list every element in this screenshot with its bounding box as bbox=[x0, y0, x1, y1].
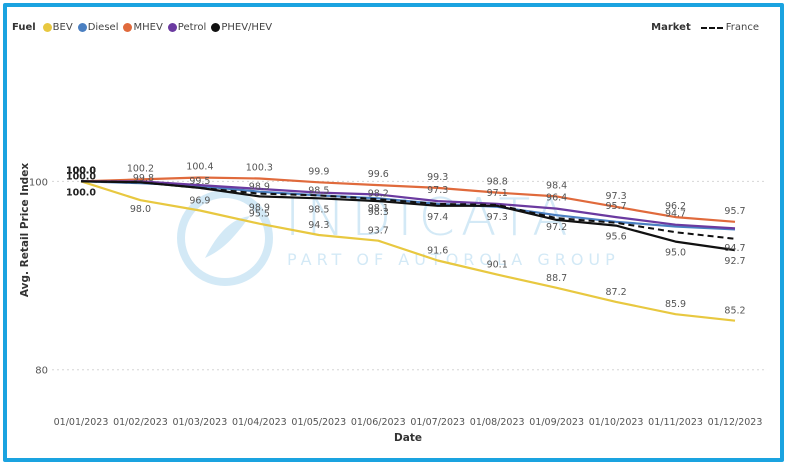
data-label-mhev: 96.2 bbox=[665, 201, 686, 212]
diesel-swatch-icon bbox=[77, 23, 87, 32]
data-label-diesel: 99.8 bbox=[133, 173, 154, 184]
data-label-mhev: 99.3 bbox=[427, 172, 448, 183]
data-label-diesel: 99.5 bbox=[189, 176, 210, 187]
y-tick-label: 100 bbox=[29, 177, 48, 188]
data-label-phev-hev: 100.0 bbox=[66, 165, 96, 176]
data-label-diesel: 98.9 bbox=[249, 182, 270, 193]
petrol-swatch-icon bbox=[167, 23, 177, 32]
x-tick-label: 01/05/2023 bbox=[291, 417, 346, 428]
legend-label-phev-hev: PHEV/HEV bbox=[221, 22, 273, 33]
mhev-swatch-icon bbox=[123, 23, 133, 32]
data-label-phev-hev: 98.3 bbox=[368, 207, 389, 218]
data-label-bev: 93.7 bbox=[368, 226, 389, 237]
x-tick-label: 01/09/2023 bbox=[529, 417, 584, 428]
x-tick-label: 01/01/2023 bbox=[54, 417, 109, 428]
series-line-petrol[interactable] bbox=[81, 180, 736, 230]
data-label-france: 97.2 bbox=[546, 222, 567, 233]
x-axis-title: Date bbox=[394, 432, 422, 444]
x-tick-label: 01/10/2023 bbox=[589, 417, 644, 428]
data-label-petrol: 95.7 bbox=[606, 201, 627, 212]
series-line-diesel[interactable] bbox=[80, 180, 736, 231]
x-tick-label: 01/03/2023 bbox=[173, 417, 228, 428]
x-tick-label: 01/11/2023 bbox=[648, 417, 703, 428]
data-label-phev-hev: 97.3 bbox=[487, 212, 508, 223]
data-label-petrol: 97.1 bbox=[487, 188, 508, 199]
x-tick-label: 01/04/2023 bbox=[232, 417, 287, 428]
data-label-petrol: 97.3 bbox=[427, 185, 448, 196]
x-tick-label: 01/06/2023 bbox=[351, 417, 406, 428]
fuel-legend: Fuel BEV Diesel MHEV Petrol PHEV/HEV bbox=[12, 22, 274, 33]
data-label-petrol: 100.0 bbox=[66, 165, 96, 176]
market-legend-title: Market bbox=[651, 22, 691, 33]
data-label-france: 98.1 bbox=[368, 203, 389, 214]
legend-item-bev[interactable]: BEV bbox=[42, 22, 73, 33]
data-label-mhev: 95.7 bbox=[724, 206, 745, 217]
legend-item-diesel[interactable]: Diesel bbox=[77, 22, 119, 33]
legend-label-petrol: Petrol bbox=[177, 22, 207, 33]
data-label-mhev: 99.6 bbox=[368, 169, 389, 180]
data-label-phev-hev: 95.6 bbox=[606, 232, 627, 243]
data-label-mhev: 100.3 bbox=[246, 162, 273, 173]
data-label-mhev: 100.4 bbox=[186, 162, 213, 173]
fuel-legend-title: Fuel bbox=[12, 22, 36, 33]
data-label-bev: 88.7 bbox=[546, 273, 567, 284]
legend-label-bev: BEV bbox=[52, 22, 73, 33]
data-label-bev: 98.0 bbox=[130, 204, 151, 215]
x-tick-label: 01/07/2023 bbox=[410, 417, 465, 428]
legend-label-france[interactable]: France bbox=[725, 22, 759, 33]
data-label-bev: 91.6 bbox=[427, 245, 448, 256]
series-line-mhev[interactable] bbox=[80, 176, 736, 223]
y-tick-label: 80 bbox=[35, 366, 48, 377]
data-label-mhev: 98.8 bbox=[487, 177, 508, 188]
data-label-bev: 95.5 bbox=[249, 209, 270, 220]
data-label-mhev: 99.9 bbox=[308, 166, 329, 177]
data-label-phev-hev: 98.9 bbox=[249, 202, 270, 213]
x-tick-label: 01/08/2023 bbox=[470, 417, 525, 428]
data-label-phev-hev: 95.0 bbox=[665, 248, 686, 259]
data-label-bev: 96.9 bbox=[189, 196, 210, 207]
dashed-line-icon bbox=[700, 26, 723, 29]
data-label-diesel: 98.5 bbox=[308, 185, 329, 196]
data-label-mhev: 100.2 bbox=[127, 163, 154, 174]
data-label-bev: 85.9 bbox=[665, 299, 686, 310]
data-label-mhev: 97.3 bbox=[606, 191, 627, 202]
data-label-phev-hev: 97.4 bbox=[427, 212, 448, 223]
legend-item-phev-hev[interactable]: PHEV/HEV bbox=[211, 22, 272, 33]
data-label-bev: 100.0 bbox=[66, 187, 96, 198]
chart-frame bbox=[3, 3, 784, 462]
data-label-phev-hev: 92.7 bbox=[724, 256, 745, 267]
data-label-bev: 94.3 bbox=[308, 220, 329, 231]
data-label-phev-hev: 98.5 bbox=[308, 204, 329, 215]
legend-item-petrol[interactable]: Petrol bbox=[167, 22, 207, 33]
data-label-bev: 85.2 bbox=[724, 306, 745, 317]
legend-label-mhev: MHEV bbox=[133, 22, 163, 33]
phev-hev-swatch-icon bbox=[211, 23, 221, 32]
market-legend: Market France bbox=[651, 22, 759, 33]
legend-label-diesel: Diesel bbox=[87, 22, 119, 33]
legend-item-mhev[interactable]: MHEV bbox=[123, 22, 163, 33]
data-label-petrol: 96.4 bbox=[546, 193, 567, 204]
data-label-france: 94.7 bbox=[724, 243, 745, 254]
bev-swatch-icon bbox=[42, 23, 52, 32]
x-tick-label: 01/12/2023 bbox=[708, 417, 763, 428]
series-line-phev-hev[interactable] bbox=[80, 180, 736, 252]
data-label-bev: 90.1 bbox=[487, 260, 508, 271]
x-tick-label: 01/02/2023 bbox=[113, 417, 168, 428]
data-label-bev: 87.2 bbox=[606, 287, 627, 298]
data-label-diesel: 100.0 bbox=[66, 171, 96, 182]
data-label-mhev: 98.4 bbox=[546, 180, 567, 191]
y-axis-title: Avg. Retail Price Index bbox=[19, 163, 31, 297]
data-label-mhev: 100.0 bbox=[66, 165, 96, 176]
data-label-petrol: 94.7 bbox=[665, 209, 686, 220]
data-label-diesel: 98.2 bbox=[368, 188, 389, 199]
series-line-bev[interactable] bbox=[80, 180, 736, 322]
